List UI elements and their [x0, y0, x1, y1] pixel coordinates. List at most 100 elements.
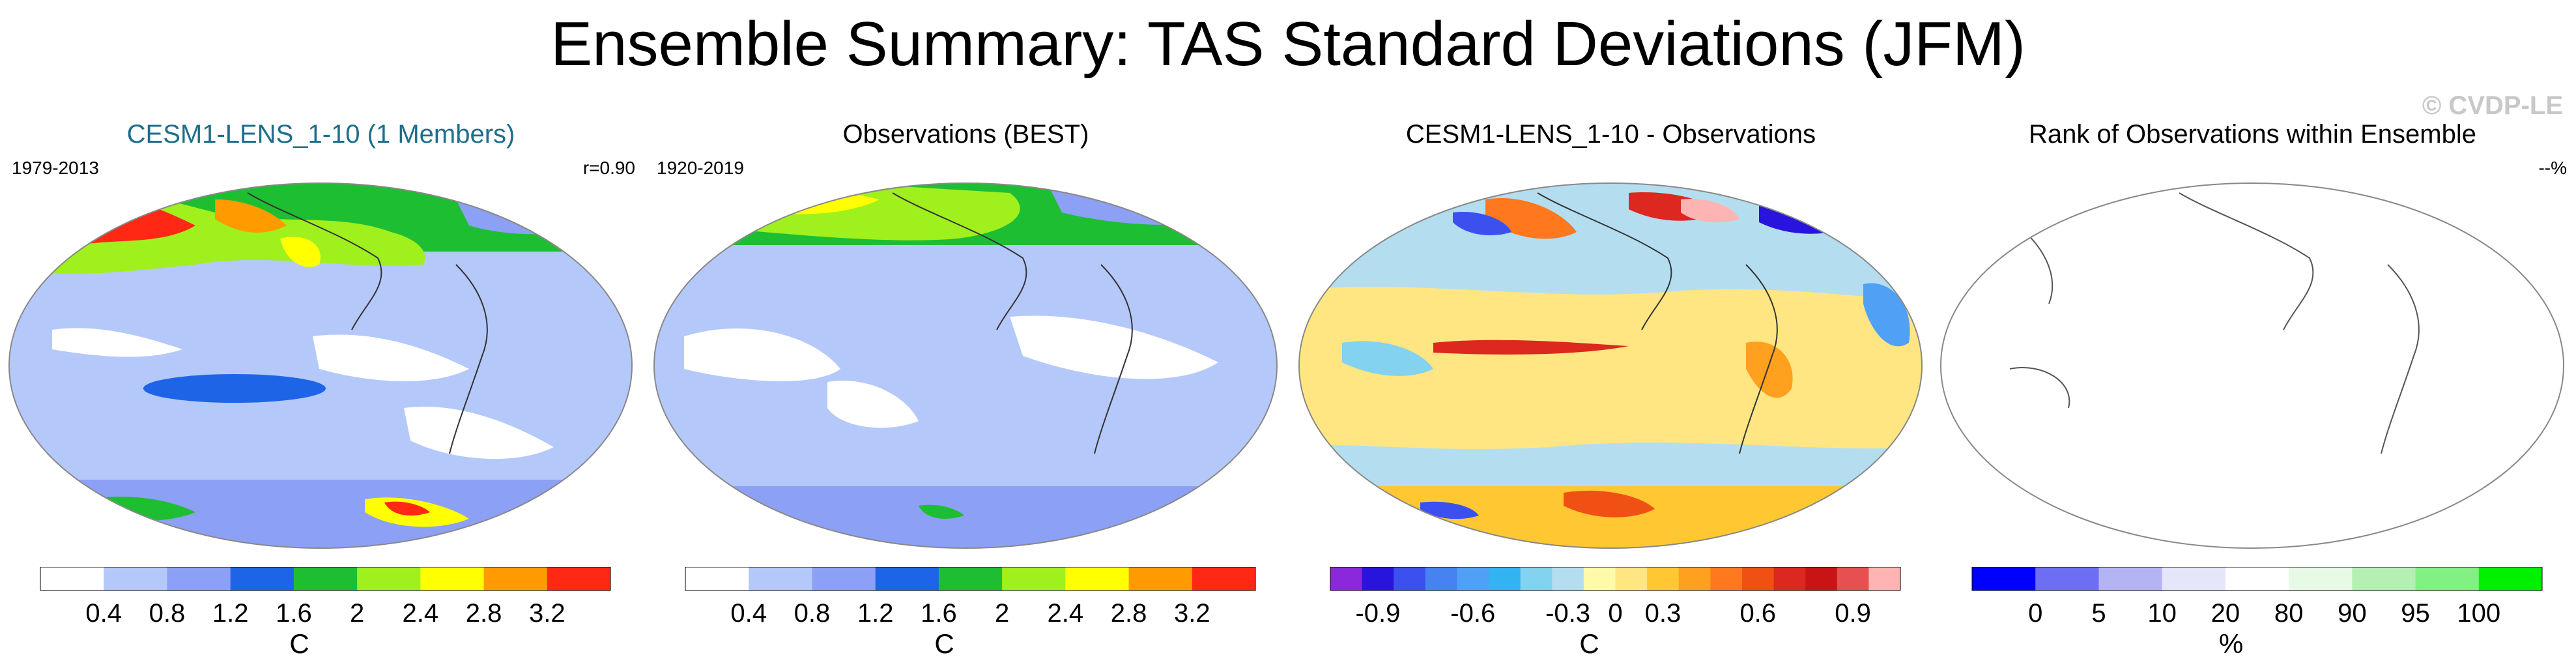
colorbar-swatch — [2162, 567, 2226, 590]
colorbar-swatch — [2415, 567, 2480, 590]
colorbar-border — [1971, 567, 2543, 591]
colorbar-tick-label: 80 — [2274, 599, 2304, 628]
colorbar-swatch — [1552, 567, 1584, 590]
colorbar-tick-label: -0.9 — [1355, 599, 1400, 628]
colorbar-unit-label: C — [289, 628, 309, 659]
colorbar-swatch — [1837, 567, 1869, 590]
colorbar-unit-label: C — [934, 628, 954, 659]
colorbar-swatch — [1972, 567, 2036, 590]
colorbar-swatch — [2098, 567, 2163, 590]
panel-title: CESM1-LENS_1-10 (1 Members) — [126, 120, 515, 149]
antarctic-region — [919, 504, 964, 519]
map-observations-stddev — [653, 182, 1278, 549]
map-rank — [1940, 182, 2564, 549]
colorbar-swatch — [749, 567, 812, 590]
south-america-region — [1746, 342, 1793, 398]
colorbar-tick-label: 2.4 — [403, 599, 439, 628]
colorbar-tick-label: 3.2 — [529, 599, 565, 628]
low-variance-region — [52, 328, 182, 357]
colorbar-swatch — [547, 567, 611, 590]
colorbar-tick-label: 0.8 — [149, 599, 186, 628]
negative-region — [1342, 341, 1433, 376]
colorbar-swatch — [420, 567, 485, 590]
colorbar-border — [685, 567, 1256, 591]
low-variance-region — [1010, 315, 1218, 379]
colorbar-tick-label: 10 — [2147, 599, 2177, 628]
colorbar-swatch — [1773, 567, 1806, 590]
panel-title: Observations (BEST) — [842, 120, 1089, 149]
colorbar-swatch — [1192, 567, 1256, 590]
strong-positive-region — [1323, 192, 1381, 225]
map-border — [8, 182, 633, 549]
colorbar-swatch — [1520, 567, 1553, 590]
colorbar-tick-label: 2 — [350, 599, 364, 628]
colorbar-swatch — [812, 567, 876, 590]
figure-title: Ensemble Summary: TAS Standard Deviation… — [551, 9, 2025, 79]
colorbar-border — [1330, 567, 1901, 591]
watermark: © CVDP-LE — [2422, 91, 2563, 120]
low-variance-region — [684, 328, 840, 381]
negative-region — [1453, 212, 1511, 235]
colorbar-tick-label: 95 — [2401, 599, 2430, 628]
antarctic-region — [384, 501, 430, 516]
low-variance-region — [827, 381, 919, 428]
colorbar-swatch — [938, 567, 1003, 590]
colorbar-tick-label: 0.6 — [1739, 599, 1776, 628]
map-model-stddev — [8, 182, 633, 549]
colorbar-swatch — [1615, 567, 1648, 590]
colorbar-swatch — [1489, 567, 1521, 590]
panel-observations-stddev: Observations (BEST) 1920-2019 0.4 0.8 1.2 1… — [645, 98, 1287, 665]
colorbar-swatch — [1330, 567, 1363, 590]
panel-model-stddev: CESM1-LENS_1-10 (1 Members) 1979-2013 r=… — [0, 98, 642, 665]
colorbar-swatch — [483, 567, 548, 590]
panel-title: Rank of Observations within Ensemble — [2029, 120, 2476, 149]
colorbar-swatch — [2289, 567, 2353, 590]
nino-region — [143, 374, 326, 403]
colorbar-swatch — [1425, 567, 1457, 590]
colorbar-tick-label: 2.8 — [1111, 599, 1147, 628]
colorbar-swatch — [1394, 567, 1426, 590]
strong-positive-region — [1316, 185, 1407, 238]
colorbar-swatch — [1647, 567, 1680, 590]
antarctic-region — [1564, 490, 1655, 517]
colorbar-tick-label: 5 — [2091, 599, 2106, 628]
colorbar-swatch — [230, 567, 294, 590]
colorbar-swatch — [1457, 567, 1489, 590]
colorbar-tick-label: 0.3 — [1645, 599, 1682, 628]
coastlines — [1537, 192, 1778, 454]
colorbar-tick-label: 20 — [2211, 599, 2240, 628]
correlation-label: r=0.90 — [582, 158, 635, 178]
colorbar-swatch — [167, 567, 231, 590]
colorbar-tick-label: 1.6 — [921, 599, 957, 628]
map-border — [1940, 182, 2564, 549]
colorbar-swatch — [357, 567, 421, 590]
strong-positive-region — [1681, 199, 1739, 223]
colorbar-swatch — [1805, 567, 1838, 590]
colorbar-swatch — [2035, 567, 2099, 590]
antarctic-region — [1420, 501, 1479, 519]
colorbar-swatch — [1741, 567, 1775, 590]
colorbar: -0.9 -0.6 -0.3 0 0.3 0.6 0.9 C — [1330, 567, 1901, 659]
panel-title: CESM1-LENS_1-10 - Observations — [1405, 120, 1816, 149]
positive-difference-region — [1299, 287, 1922, 449]
southern-ocean-band — [654, 486, 1277, 548]
colorbar-swatch — [1583, 567, 1616, 590]
panel-difference: CESM1-LENS_1-10 - Observations -0.9 -0.6-… — [1290, 98, 1932, 665]
colorbar-tick-label: 100 — [2457, 599, 2500, 628]
colorbar-unit-label: C — [1579, 628, 1599, 659]
hotspot-region — [743, 191, 795, 209]
coastlines — [1996, 192, 2420, 454]
negative-region — [1863, 283, 1910, 347]
equatorial-positive-region — [1433, 340, 1629, 355]
colorbar-swatch — [1710, 567, 1743, 590]
colorbar-swatch — [2352, 567, 2416, 590]
colorbar-swatch — [685, 567, 749, 590]
colorbar-tick-label: 90 — [2338, 599, 2367, 628]
colorbar-tick-label: 1.2 — [212, 599, 249, 628]
colorbar: 0.4 0.8 1.2 1.6 2 2.4 2.8 3.2 C — [685, 567, 1256, 659]
colorbar-swatch — [1868, 567, 1901, 590]
colorbar-swatch — [2478, 567, 2543, 590]
colorbar-border — [40, 567, 611, 591]
colorbar-swatch — [40, 567, 104, 590]
hotspot-region — [215, 199, 287, 233]
